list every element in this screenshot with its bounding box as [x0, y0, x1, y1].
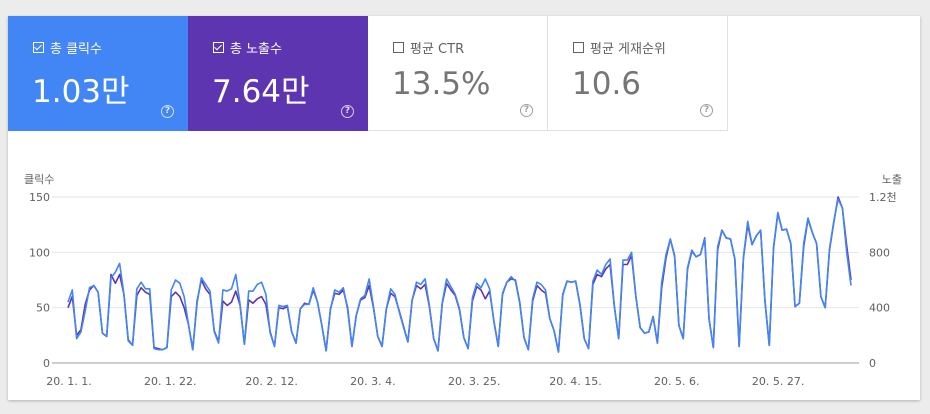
- left-tick-label: 100: [29, 246, 50, 259]
- x-axis-ticks: 20. 1. 1. 20. 1. 22. 20. 2. 12. 20. 3. 4. 20…: [46, 375, 804, 388]
- metric-value: 1.03만: [32, 74, 130, 110]
- x-tick-label: 20. 5. 27.: [752, 375, 804, 388]
- help-icon[interactable]: ?: [700, 104, 713, 117]
- checkbox-checked-icon[interactable]: [213, 42, 224, 53]
- left-axis-title: 클릭수: [24, 173, 54, 186]
- x-tick-label: 20. 4. 15.: [549, 375, 601, 388]
- left-tick-label: 150: [29, 191, 50, 204]
- impressions-series-line: [67, 196, 852, 353]
- metric-label-row: 평균 게재순위: [573, 38, 666, 57]
- right-tick-label: 800: [869, 246, 890, 259]
- metric-total-impressions[interactable]: 총 노출수 7.64만 ?: [188, 16, 368, 131]
- metric-label: 총 클릭수: [50, 42, 102, 57]
- metric-label: 총 노출수: [230, 42, 282, 57]
- checkbox-unchecked-icon[interactable]: [393, 42, 404, 53]
- right-tick-label: 0: [869, 357, 876, 370]
- left-tick-label: 0: [43, 357, 50, 370]
- x-tick-label: 20. 3. 4.: [350, 375, 395, 388]
- metric-label: 평균 CTR: [410, 42, 465, 57]
- left-axis-ticks: 150 100 50 0: [29, 191, 50, 370]
- metric-label-row: 총 클릭수: [33, 38, 102, 57]
- metric-value: 7.64만: [212, 74, 310, 110]
- help-icon[interactable]: ?: [520, 104, 533, 117]
- x-tick-label: 20. 2. 12.: [245, 375, 297, 388]
- metric-value: 10.6: [572, 66, 642, 102]
- series-lines: [67, 196, 852, 353]
- right-tick-label: 1.2천: [869, 190, 897, 204]
- left-tick-label: 50: [36, 302, 50, 315]
- help-icon[interactable]: ?: [341, 105, 354, 118]
- x-tick-label: 20. 1. 1.: [46, 375, 91, 388]
- metric-label-row: 평균 CTR: [393, 38, 464, 57]
- x-tick-label: 20. 5. 6.: [654, 375, 699, 388]
- x-tick-label: 20. 1. 22.: [144, 375, 196, 388]
- metric-label: 평균 게재순위: [590, 42, 666, 57]
- help-icon[interactable]: ?: [161, 105, 174, 118]
- performance-card: 총 클릭수 1.03만 ? 총 노출수 7.64만 ? 평균 CTR 13.5%…: [8, 16, 920, 400]
- metric-total-clicks[interactable]: 총 클릭수 1.03만 ?: [8, 16, 188, 131]
- x-tick-label: 20. 3. 25.: [448, 375, 500, 388]
- metric-label-row: 총 노출수: [213, 38, 282, 57]
- checkbox-checked-icon[interactable]: [33, 42, 44, 53]
- right-axis-title: 노출: [882, 173, 902, 186]
- clicks-series-line: [67, 198, 852, 353]
- metric-average-position[interactable]: 평균 게재순위 10.6 ?: [548, 16, 728, 131]
- right-axis-ticks: 1.2천 800 400 0: [869, 190, 897, 370]
- metric-value: 13.5%: [392, 66, 491, 102]
- right-tick-label: 400: [869, 302, 890, 315]
- metric-average-ctr[interactable]: 평균 CTR 13.5% ?: [368, 16, 548, 131]
- checkbox-unchecked-icon[interactable]: [573, 42, 584, 53]
